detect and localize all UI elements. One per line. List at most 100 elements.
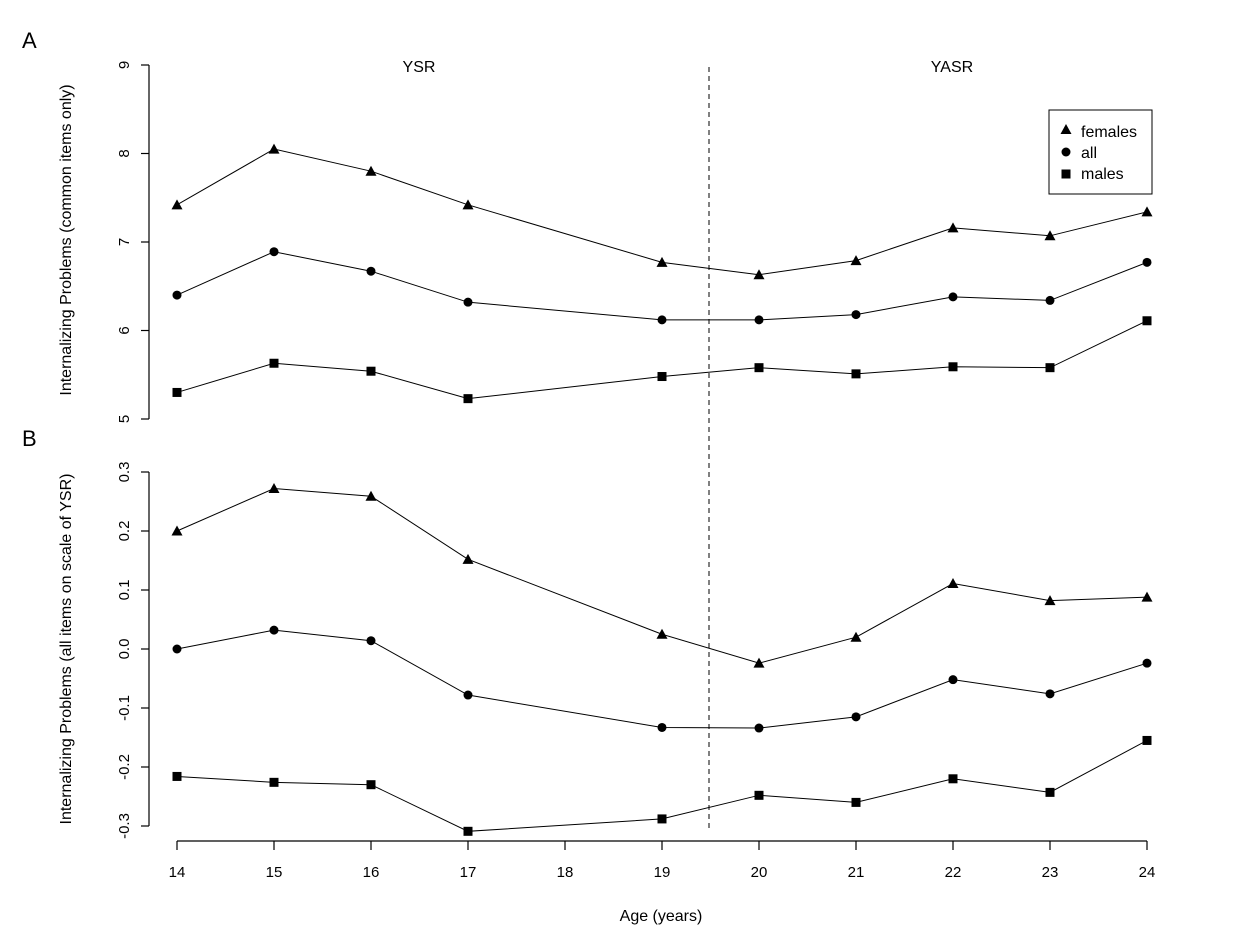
panel-a-y-tick-label: 7 (116, 238, 133, 246)
panel-b-point-all (366, 636, 376, 646)
region-label-yasr: YASR (931, 59, 973, 76)
panel-b-point-all (1142, 658, 1152, 668)
x-tick-label: 15 (266, 864, 283, 881)
panel-b-point-females (850, 631, 862, 642)
panel-b-point-females (365, 490, 377, 501)
panel-a-point-males (1045, 363, 1055, 373)
panel-b-point-females (1141, 591, 1153, 602)
panel-b-plot (171, 483, 1153, 836)
panel-b-point-males (948, 774, 958, 784)
panel-b-point-males (366, 780, 376, 790)
panel-b-point-all (463, 690, 473, 700)
panel-a-point-all (1142, 257, 1152, 267)
panel-b: B Internalizing Problems (all items on s… (22, 426, 1153, 839)
x-tick-label: 19 (654, 864, 671, 881)
panel-a-point-males (657, 372, 667, 382)
panel-b-point-females (656, 628, 668, 639)
panel-b-y-tick-label: 0.0 (116, 639, 133, 660)
x-tick-label: 16 (363, 864, 380, 881)
panel-a-point-males (948, 362, 958, 372)
panel-a-plot (171, 143, 1153, 404)
panel-a-y-tick-label: 5 (116, 415, 133, 423)
panel-a-y-axis: 5 6 7 8 9 (116, 61, 150, 423)
legend-circle-icon (1061, 147, 1071, 157)
panel-b-y-tick-label: -0.1 (116, 695, 133, 721)
panel-b-point-all (1045, 689, 1055, 699)
legend-triangle-icon (1060, 124, 1072, 134)
panel-a-point-females (171, 199, 183, 210)
panel-b-line-all (176, 629, 1148, 729)
panel-b-point-all (754, 723, 764, 733)
panel-b-point-all (851, 712, 861, 722)
x-axis-title: Age (years) (620, 908, 703, 925)
panel-a-point-males (366, 366, 376, 376)
panel-b-y-tick-label: -0.2 (116, 754, 133, 780)
panel-a-letter: A (22, 28, 37, 53)
panel-a: A YSR YASR Internalizing Problems (commo… (22, 28, 1153, 423)
panel-a-point-all (269, 247, 279, 257)
panel-a-point-all (366, 266, 376, 276)
x-tick-label: 23 (1042, 864, 1059, 881)
panel-b-line-males (176, 740, 1148, 832)
panel-a-line-females (176, 148, 1148, 276)
panel-b-point-females (947, 578, 959, 589)
panel-a-point-females (1044, 230, 1056, 241)
x-tick-label: 20 (751, 864, 768, 881)
panel-a-point-males (172, 387, 182, 397)
panel-a-point-females (365, 165, 377, 176)
panel-a-y-tick-label: 8 (116, 149, 133, 157)
panel-b-point-males (172, 771, 182, 781)
panel-a-point-males (754, 363, 764, 373)
panel-a-y-axis-title: Internalizing Problems (common items onl… (58, 84, 75, 395)
panel-a-point-males (463, 394, 473, 404)
panel-a-line-males (176, 320, 1148, 400)
panel-a-point-all (1045, 295, 1055, 305)
panel-b-point-males (657, 814, 667, 824)
panel-b-point-males (851, 797, 861, 807)
panel-b-letter: B (22, 426, 37, 451)
panel-a-point-all (463, 297, 473, 307)
x-axis: 14 15 16 17 18 19 20 21 22 23 24 (169, 840, 1156, 881)
legend-entry-males: males (1081, 166, 1124, 183)
panel-b-y-tick-label: -0.3 (116, 813, 133, 839)
panel-b-y-axis: -0.3 -0.2 -0.1 0.0 0.1 0.2 0.3 (116, 462, 150, 839)
panel-b-point-females (1044, 595, 1056, 606)
legend-entry-females: females (1081, 124, 1137, 141)
x-tick-label: 22 (945, 864, 962, 881)
panel-a-point-females (462, 199, 474, 210)
legend-box (1048, 109, 1153, 195)
panel-a-point-males (851, 369, 861, 379)
panel-b-point-males (1142, 735, 1152, 745)
panel-b-point-all (269, 625, 279, 635)
panel-a-point-all (754, 315, 764, 325)
panel-b-point-females (462, 553, 474, 564)
x-tick-label: 21 (848, 864, 865, 881)
panel-a-y-tick-label: 6 (116, 326, 133, 334)
panel-a-point-all (948, 292, 958, 302)
legend: females all males (1048, 109, 1153, 195)
panel-b-point-all (172, 644, 182, 654)
panel-b-point-males (754, 790, 764, 800)
panel-a-point-females (753, 269, 765, 280)
panel-a-y-tick-label: 9 (116, 61, 133, 69)
panel-a-point-all (657, 315, 667, 325)
legend-square-icon (1061, 169, 1071, 179)
x-tick-label: 24 (1139, 864, 1156, 881)
panel-a-point-males (269, 358, 279, 368)
panel-b-point-females (268, 483, 280, 494)
panel-b-y-tick-label: 0.2 (116, 521, 133, 542)
panel-b-point-males (269, 777, 279, 787)
panel-a-point-females (850, 255, 862, 266)
panel-b-point-females (753, 657, 765, 668)
panel-a-point-males (1142, 316, 1152, 326)
panel-b-point-all (948, 675, 958, 685)
x-tick-label: 14 (169, 864, 186, 881)
panel-b-y-tick-label: 0.1 (116, 580, 133, 601)
region-label-ysr: YSR (403, 59, 436, 76)
panel-b-point-males (1045, 787, 1055, 797)
panel-b-point-females (171, 525, 183, 536)
panel-a-point-all (851, 310, 861, 320)
panel-a-point-females (947, 222, 959, 233)
